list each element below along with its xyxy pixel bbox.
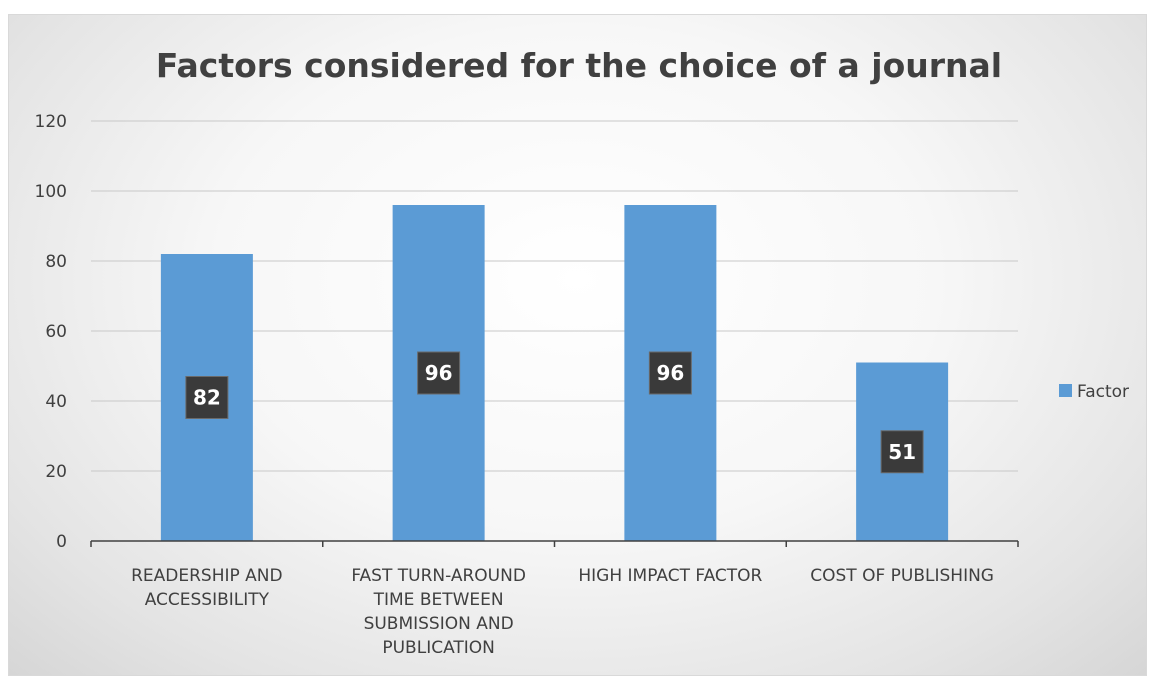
legend-label: Factor (1077, 382, 1129, 402)
legend-swatch (1059, 384, 1072, 397)
y-tick-label: 100 (35, 182, 67, 202)
bars (160, 205, 949, 541)
chart-area: Factors considered for the choice of a j… (8, 14, 1147, 676)
data-label: 96 (417, 351, 461, 395)
data-label-value: 51 (888, 440, 916, 464)
data-label-value: 82 (193, 386, 221, 410)
data-label-value: 96 (656, 361, 684, 385)
x-axis-category-labels: READERSHIP AND ACCESSIBILITY FAST TURN-ARO… (131, 566, 994, 658)
data-label: 96 (648, 351, 692, 395)
data-label-box (880, 430, 924, 474)
x-category-label: ACCESSIBILITY (145, 590, 270, 610)
x-category-label: HIGH IMPACT FACTOR (578, 566, 762, 586)
data-label-box (417, 351, 461, 395)
chart-title: Factors considered for the choice of a j… (156, 46, 1002, 85)
y-tick-label: 60 (45, 322, 67, 342)
y-tick-label: 0 (56, 532, 67, 552)
x-category-label: COST OF PUBLISHING (810, 566, 994, 586)
y-tick-label: 40 (45, 392, 67, 412)
y-axis-tick-labels: 0 20 40 60 80 100 120 (35, 112, 67, 552)
x-category-label: SUBMISSION AND (364, 614, 514, 634)
data-label: 51 (880, 430, 924, 474)
x-category-label: READERSHIP AND (131, 566, 283, 586)
y-tick-label: 20 (45, 462, 67, 482)
x-axis (90, 540, 1019, 547)
data-label-value: 96 (425, 361, 453, 385)
data-label-box (648, 351, 692, 395)
legend: Factor (1059, 382, 1129, 402)
x-category-label: PUBLICATION (382, 638, 495, 658)
data-label-box (185, 376, 229, 419)
y-tick-label: 120 (35, 112, 67, 132)
data-label: 82 (185, 376, 229, 419)
y-tick-label: 80 (45, 252, 67, 272)
x-category-label: TIME BETWEEN (373, 590, 504, 610)
x-category-label: FAST TURN-AROUND (351, 566, 526, 586)
data-labels: 82 96 96 51 (185, 351, 924, 474)
bar-chart: Factors considered for the choice of a j… (35, 46, 1130, 658)
